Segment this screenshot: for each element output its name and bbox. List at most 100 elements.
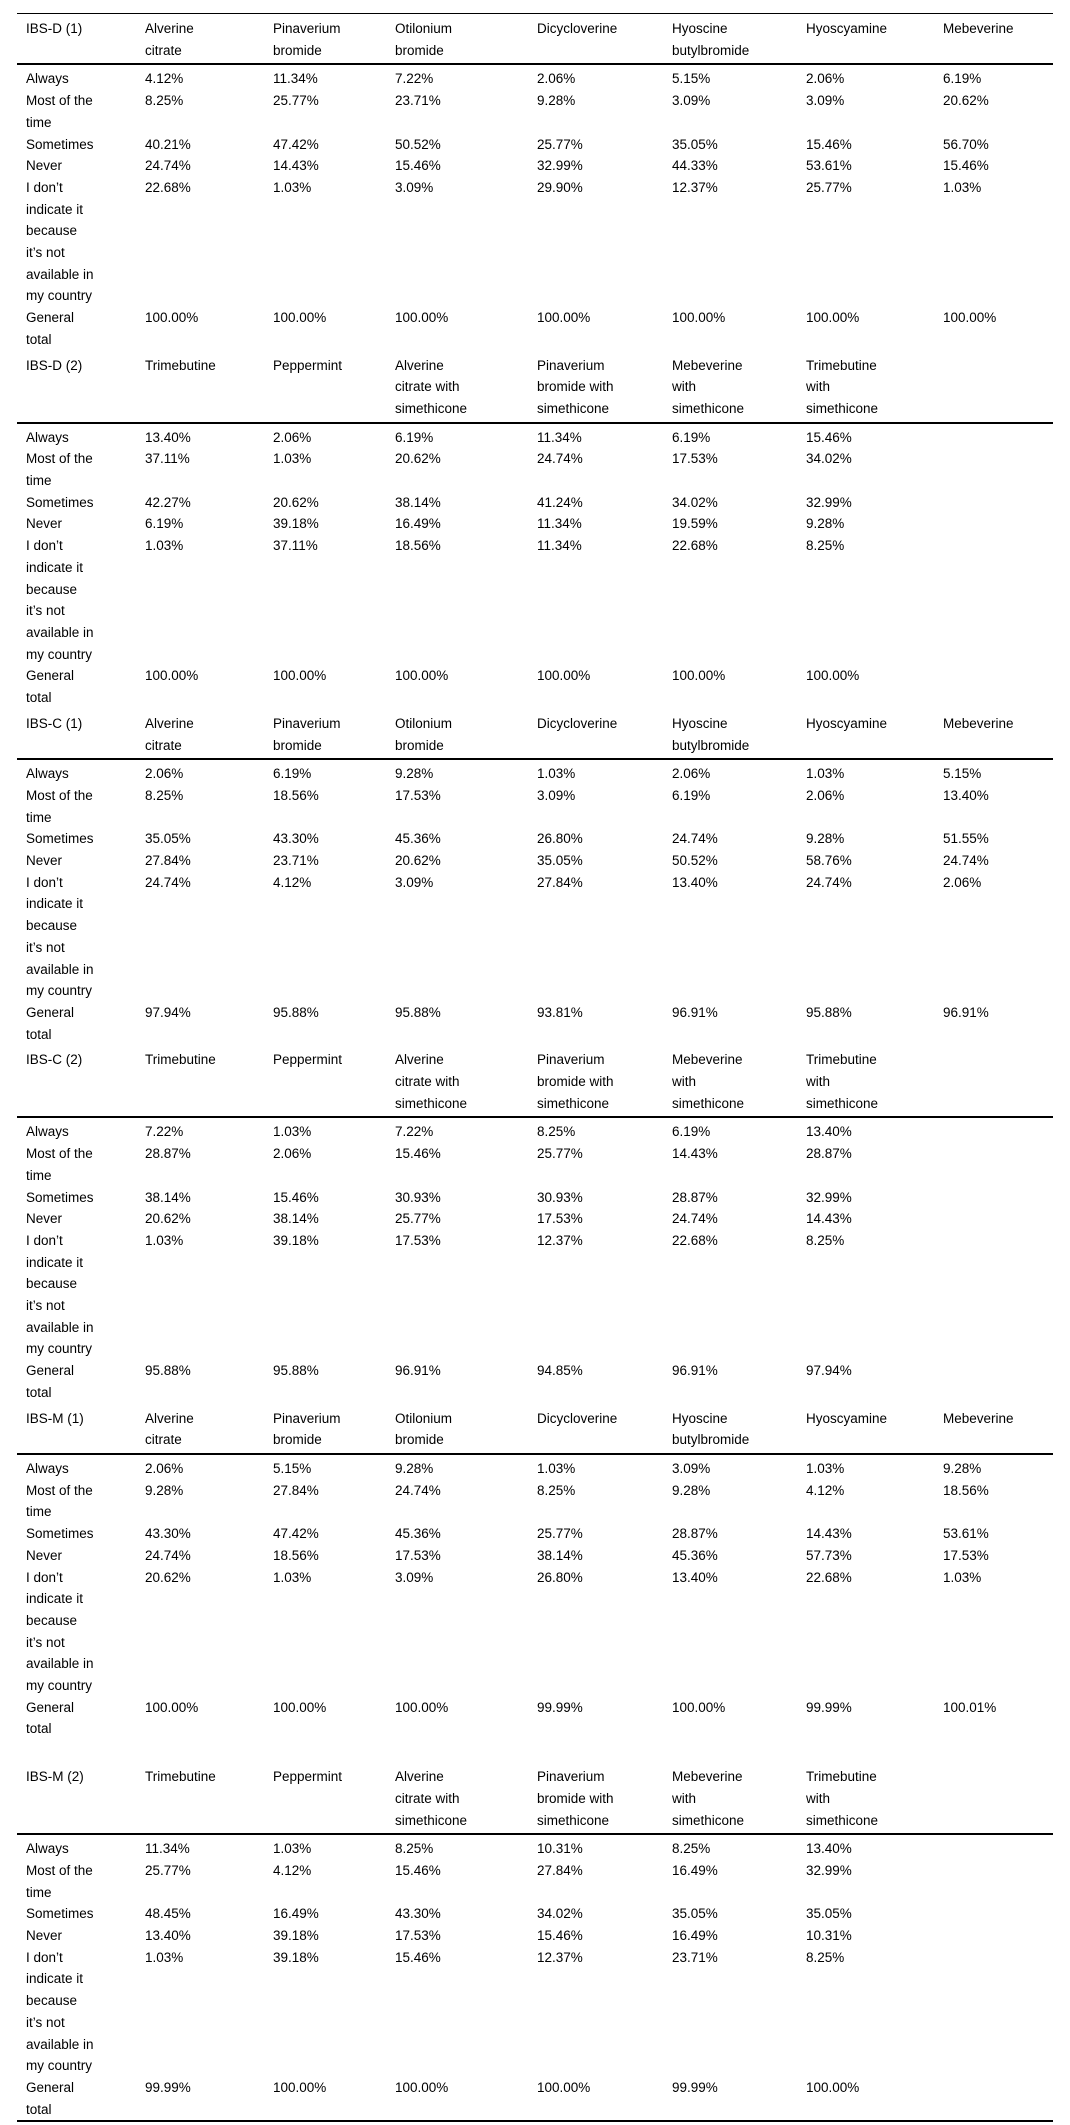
section-header-row: IBS-D (2) Trimebutine Peppermint Alverine c… [17,350,1053,424]
value-cell: 1.03% [537,766,576,782]
section-ibs-c-1: IBS-C (1) Alverine citrate Pinaverium brom… [17,708,1053,1046]
value-cell: 2.06% [537,71,576,87]
row-label: Sometimes [26,1526,94,1542]
value-cell [934,1360,1053,1403]
table-row: Sometimes 40.21% 47.42% 50.52% 25.77% 35.05% 1… [17,134,1053,156]
table-row: Sometimes 43.30% 47.42% 45.36% 25.77% 28.87% 1… [17,1523,1053,1545]
value-cell: 25.77% [806,179,852,195]
column-header: Alverine citrate [136,13,264,66]
value-cell: 9.28% [806,831,845,847]
value-cell: 100.00% [145,310,199,326]
section-label: IBS-M (2) [17,1762,136,1836]
value-cell: 3.09% [806,93,845,109]
value-cell: 9.28% [145,1482,184,1498]
value-cell: 26.80% [537,1569,583,1585]
section-header-row: IBS-D (1) Alverine citrate Pinaverium brom… [17,13,1053,66]
value-cell: 51.55% [943,831,989,847]
column-header: Hyoscine butylbromide [663,708,797,761]
value-cell: 95.88% [395,1004,441,1020]
value-cell: 30.93% [395,1189,441,1205]
value-cell: 25.77% [145,1862,191,1878]
value-cell: 45.36% [395,831,441,847]
value-cell: 13.40% [672,1569,718,1585]
table-row: Most of the time 25.77% 4.12% 15.46% 27.84% 1… [17,1860,1053,1903]
table-row: General total 99.99% 100.00% 100.00% 100.00%… [17,2077,1053,2121]
value-cell: 9.28% [943,1461,982,1476]
value-cell: 8.25% [806,1232,845,1248]
value-cell: 8.25% [145,787,184,803]
value-cell: 15.46% [943,158,989,174]
row-label: General total [26,1699,75,1737]
value-cell: 2.06% [145,766,184,782]
value-cell: 100.00% [943,310,997,326]
value-cell: 38.14% [537,1547,583,1563]
row-label: General total [26,2079,75,2117]
column-header: Pinaverium bromide [264,1403,386,1456]
value-cell: 25.77% [537,1146,583,1162]
value-cell: 24.74% [537,451,583,467]
value-cell: 34.02% [806,451,852,467]
value-cell: 100.00% [672,310,726,326]
table-row: Most of the time 8.25% 18.56% 17.53% 3.09% 6.… [17,785,1053,828]
value-cell: 16.49% [273,1906,319,1922]
column-header: Trimebutine with simethicone [797,1045,934,1119]
value-cell: 9.28% [395,766,434,782]
value-cell: 53.61% [943,1526,989,1542]
row-label: General total [26,1363,75,1400]
value-cell: 100.00% [537,2079,591,2095]
value-cell: 50.52% [672,853,718,869]
value-cell: 1.03% [273,179,312,195]
value-cell: 96.91% [943,1004,989,1020]
column-header: Trimebutine [136,350,264,424]
value-cell [934,1208,1053,1230]
section-header-row: IBS-C (1) Alverine citrate Pinaverium brom… [17,708,1053,761]
row-label: Never [26,1211,63,1227]
value-cell: 5.15% [273,1461,312,1476]
table-row: Always 13.40% 2.06% 6.19% 11.34% 6.19% 15.46% [17,423,1053,449]
value-cell: 2.06% [806,71,845,87]
row-label: Never [26,516,63,532]
value-cell [934,535,1053,665]
value-cell: 25.77% [537,1526,583,1542]
value-cell [934,1903,1053,1925]
value-cell: 93.81% [537,1004,583,1020]
value-cell: 23.71% [273,853,319,869]
section-label: IBS-C (2) [17,1045,136,1119]
value-cell: 15.46% [806,136,852,152]
value-cell: 9.28% [395,1461,434,1476]
table-row: I don’t indicate it because it’s not ava… [17,1230,1053,1360]
column-header: Trimebutine with simethicone [797,350,934,424]
row-label: Sometimes [26,1906,94,1922]
value-cell: 100.00% [806,668,860,684]
column-header: Dicycloverine [528,13,663,66]
table-row: Most of the time 37.11% 1.03% 20.62% 24.74% 1… [17,448,1053,491]
value-cell: 27.84% [273,1482,319,1498]
section-ibs-m-1: IBS-M (1) Alverine citrate Pinaverium brom… [17,1403,1053,1741]
value-cell: 12.37% [537,1949,583,1965]
value-cell: 24.74% [145,874,191,890]
value-cell: 2.06% [273,1146,312,1162]
value-cell: 25.77% [273,93,319,109]
value-cell: 47.42% [273,1526,319,1542]
value-cell: 9.28% [806,516,845,532]
survey-table: IBS-D (1) Alverine citrate Pinaverium brom… [17,13,1053,2123]
value-cell: 22.68% [672,538,718,554]
value-cell: 8.25% [537,1124,576,1140]
value-cell: 4.12% [806,1482,845,1498]
value-cell: 14.43% [672,1146,718,1162]
column-header: Mebeverine [934,708,1053,761]
row-label: Always [26,766,69,782]
row-label: General total [26,668,75,706]
value-cell [934,423,1053,449]
value-cell: 28.87% [806,1146,852,1162]
row-label: Most of the time [26,787,93,825]
value-cell: 100.00% [806,2079,860,2095]
value-cell: 1.03% [806,1461,845,1476]
value-cell: 34.02% [672,494,718,510]
table-row: I don’t indicate it because it’s not ava… [17,1567,1053,1697]
value-cell: 44.33% [672,158,718,174]
section-label: IBS-C (1) [17,708,136,761]
value-cell: 35.05% [672,136,718,152]
section-header-row: IBS-C (2) Trimebutine Peppermint Alverine c… [17,1045,1053,1119]
table-row: I don’t indicate it because it’s not ava… [17,872,1053,1002]
